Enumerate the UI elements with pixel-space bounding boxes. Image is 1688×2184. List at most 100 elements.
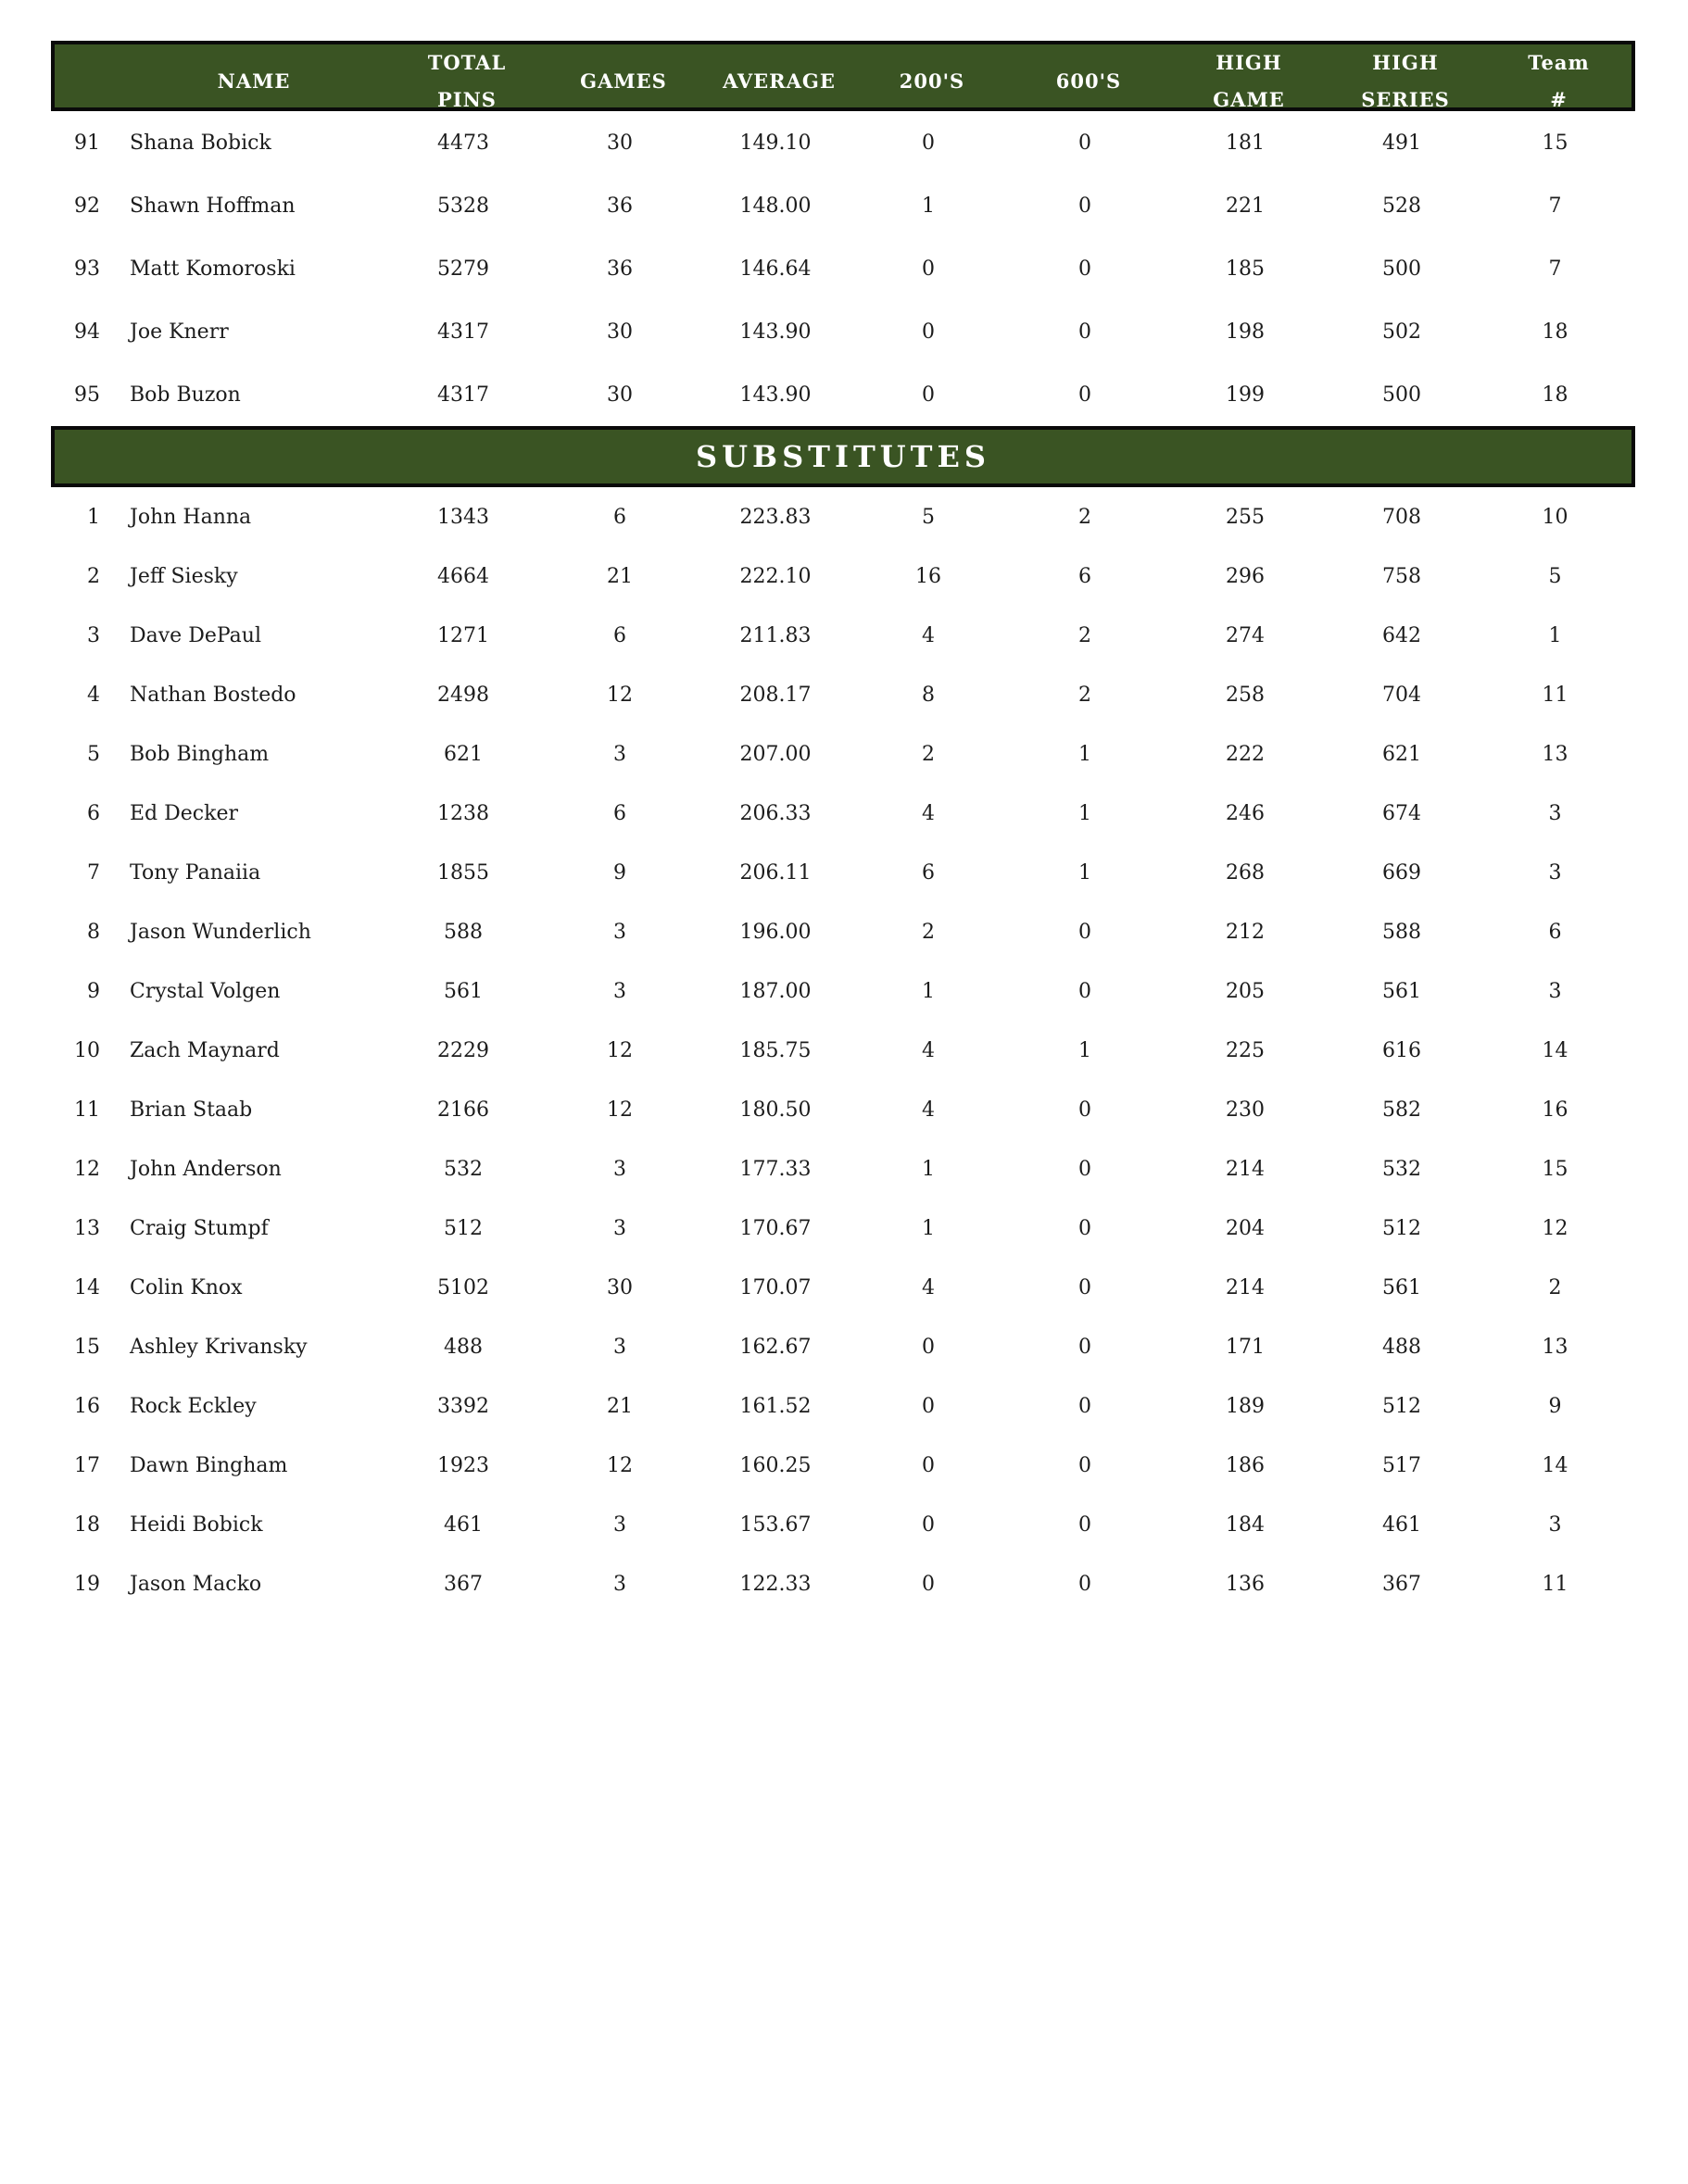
games-cell: 21	[607, 564, 633, 588]
games-cell: 3	[613, 1216, 626, 1240]
high-series-cell: 491	[1382, 131, 1421, 155]
team-number-cell: 13	[1542, 742, 1568, 766]
200s-cell: 0	[922, 131, 935, 155]
team-number-cell: 12	[1542, 1216, 1568, 1240]
team-number-cell: 3	[1548, 860, 1562, 885]
600s-cell: 0	[1078, 131, 1091, 155]
rank-cell: 1	[87, 505, 100, 529]
average-cell: 222.10	[739, 564, 812, 588]
rank-cell: 2	[87, 564, 100, 588]
600s-cell: 1	[1078, 860, 1091, 885]
200s-cell: 4	[922, 1098, 935, 1122]
total-pins-cell: 1923	[437, 1453, 489, 1477]
rank-cell: 3	[87, 623, 100, 647]
name-cell: Dave DePaul	[130, 623, 261, 647]
high-game-cell: 212	[1226, 920, 1265, 944]
substitute-rows: 1 John Hanna 1343 6 223.83 5 2 255 708 10 2 Jeff Si…	[51, 487, 1635, 1613]
high-series-cell: 367	[1382, 1572, 1421, 1596]
600s-cell: 2	[1078, 505, 1091, 529]
team-number-cell: 14	[1542, 1453, 1568, 1477]
rank-cell: 9	[87, 979, 100, 1003]
high-series-cell: 461	[1382, 1512, 1421, 1537]
header-label: GAME	[1213, 88, 1285, 111]
600s-cell: 0	[1078, 1453, 1091, 1477]
name-cell: Bob Buzon	[130, 383, 241, 407]
games-cell: 21	[607, 1394, 633, 1418]
table-row: 1 John Hanna 1343 6 223.83 5 2 255 708 10	[51, 487, 1635, 546]
table-row: 16 Rock Eckley 3392 21 161.52 0 0 189 512 9	[51, 1376, 1635, 1436]
name-cell: Jeff Siesky	[130, 564, 238, 588]
600s-cell: 0	[1078, 257, 1091, 281]
table-row: 91 Shana Bobick 4473 30 149.10 0 0 181 491 15	[51, 111, 1635, 174]
header-team-number-column: Team #	[1479, 44, 1639, 119]
average-cell: 143.90	[739, 383, 812, 407]
name-cell: Jason Macko	[130, 1572, 262, 1596]
200s-cell: 4	[922, 801, 935, 825]
rank-cell: 4	[87, 683, 100, 707]
rank-cell: 19	[74, 1572, 100, 1596]
average-cell: 143.90	[739, 320, 812, 344]
600s-cell: 0	[1078, 1157, 1091, 1181]
high-game-cell: 296	[1226, 564, 1265, 588]
600s-cell: 0	[1078, 1335, 1091, 1359]
high-series-cell: 674	[1382, 801, 1421, 825]
header-total-pins-column: TOTAL PINS	[393, 44, 541, 119]
substitutes-banner: SUBSTITUTES	[51, 426, 1635, 487]
name-cell: Dawn Bingham	[130, 1453, 288, 1477]
games-cell: 3	[613, 920, 626, 944]
table-row: 6 Ed Decker 1238 6 206.33 4 1 246 674 3	[51, 784, 1635, 843]
high-game-cell: 198	[1226, 320, 1265, 344]
table-row: 3 Dave DePaul 1271 6 211.83 4 2 274 642 1	[51, 606, 1635, 665]
name-cell: Rock Eckley	[130, 1394, 257, 1418]
table-row: 8 Jason Wunderlich 588 3 196.00 2 0 212 588 6	[51, 902, 1635, 961]
600s-cell: 2	[1078, 683, 1091, 707]
total-pins-cell: 4317	[437, 320, 489, 344]
table-row: 93 Matt Komoroski 5279 36 146.64 0 0 185 500 7	[51, 237, 1635, 300]
600s-cell: 6	[1078, 564, 1091, 588]
200s-cell: 1	[922, 1157, 935, 1181]
high-series-cell: 616	[1382, 1038, 1421, 1062]
table-row: 10 Zach Maynard 2229 12 185.75 4 1 225 616 14	[51, 1021, 1635, 1080]
average-cell: 187.00	[739, 979, 812, 1003]
team-number-cell: 7	[1548, 194, 1562, 218]
high-game-cell: 181	[1226, 131, 1265, 155]
total-pins-cell: 5279	[437, 257, 489, 281]
games-cell: 6	[613, 505, 626, 529]
total-pins-cell: 461	[444, 1512, 483, 1537]
average-cell: 148.00	[739, 194, 812, 218]
rank-cell: 12	[74, 1157, 100, 1181]
games-cell: 6	[613, 623, 626, 647]
team-number-cell: 14	[1542, 1038, 1568, 1062]
header-name-column: NAME	[115, 63, 393, 100]
average-cell: 153.67	[739, 1512, 812, 1537]
high-game-cell: 214	[1226, 1275, 1265, 1299]
team-number-cell: 18	[1542, 320, 1568, 344]
total-pins-cell: 2229	[437, 1038, 489, 1062]
200s-cell: 16	[915, 564, 941, 588]
team-number-cell: 3	[1548, 1512, 1562, 1537]
header-label: #	[1550, 88, 1568, 111]
rank-cell: 93	[74, 257, 100, 281]
rank-cell: 7	[87, 860, 100, 885]
high-series-cell: 512	[1382, 1394, 1421, 1418]
600s-cell: 0	[1078, 1394, 1091, 1418]
table-row: 13 Craig Stumpf 512 3 170.67 1 0 204 512 12	[51, 1199, 1635, 1258]
team-number-cell: 5	[1548, 564, 1562, 588]
total-pins-cell: 1343	[437, 505, 489, 529]
high-game-cell: 136	[1226, 1572, 1265, 1596]
header-label: SERIES	[1361, 88, 1450, 111]
high-series-cell: 758	[1382, 564, 1421, 588]
games-cell: 3	[613, 742, 626, 766]
team-number-cell: 6	[1548, 920, 1562, 944]
table-row: 94 Joe Knerr 4317 30 143.90 0 0 198 502 18	[51, 300, 1635, 363]
total-pins-cell: 4317	[437, 383, 489, 407]
team-number-cell: 2	[1548, 1275, 1562, 1299]
high-game-cell: 230	[1226, 1098, 1265, 1122]
200s-cell: 1	[922, 979, 935, 1003]
average-cell: 122.33	[739, 1572, 812, 1596]
table-row: 5 Bob Bingham 621 3 207.00 2 1 222 621 13	[51, 724, 1635, 784]
high-series-cell: 502	[1382, 320, 1421, 344]
high-game-cell: 274	[1226, 623, 1265, 647]
average-cell: 223.83	[739, 505, 812, 529]
average-cell: 206.11	[739, 860, 812, 885]
